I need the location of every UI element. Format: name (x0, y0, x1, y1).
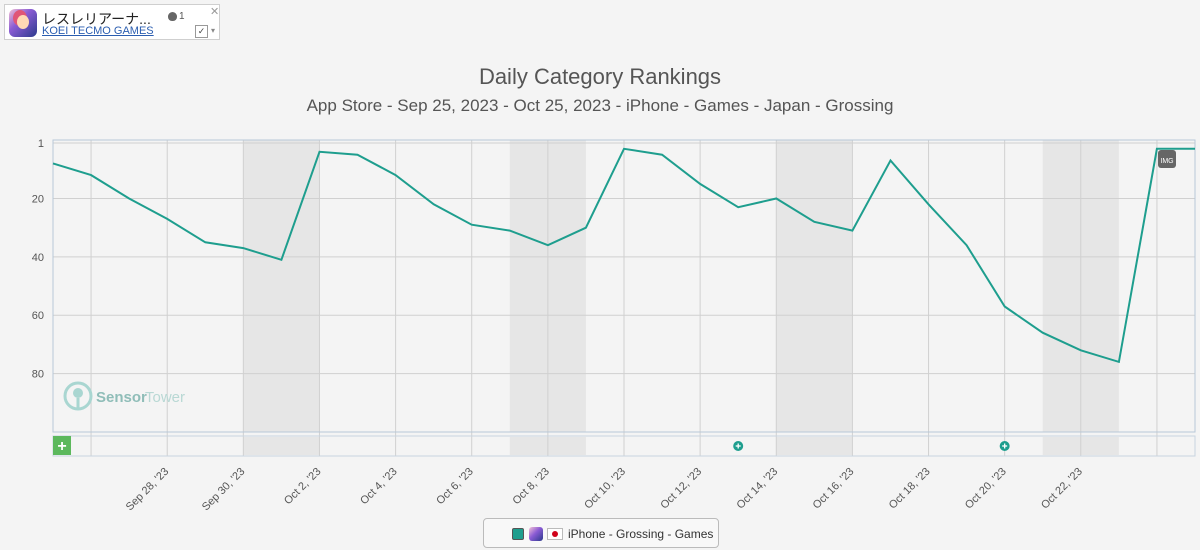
data-point[interactable] (888, 159, 892, 163)
app-icon (9, 9, 37, 37)
data-point[interactable] (812, 220, 816, 224)
data-point[interactable] (432, 202, 436, 206)
add-event-button[interactable]: + (53, 436, 71, 455)
data-point[interactable] (584, 226, 588, 230)
data-point[interactable] (508, 229, 512, 233)
x-tick-label: Oct 6, '23 (434, 466, 476, 508)
legend-label: iPhone - Grossing - Games (568, 527, 714, 541)
data-point[interactable] (622, 147, 626, 151)
app-card[interactable]: レスレリアーナ... KOEI TECMO GAMES 1 ✕ ✓ ▾ (4, 4, 220, 40)
x-tick-label: Sep 30, '23 (200, 466, 248, 514)
legend-app-icon (529, 527, 543, 541)
data-point[interactable] (279, 258, 283, 262)
data-point[interactable] (1117, 360, 1121, 364)
close-icon[interactable]: ✕ (210, 6, 220, 18)
x-tick-label: Oct 18, '23 (887, 466, 933, 512)
weekend-band (776, 140, 853, 432)
y-tick-label: 20 (32, 193, 44, 205)
sensortower-watermark: Sensor Tower (63, 381, 185, 411)
x-tick-label: Sep 28, '23 (124, 466, 172, 514)
chevron-down-icon[interactable]: ▾ (211, 26, 216, 35)
data-point[interactable] (203, 240, 207, 244)
data-point[interactable] (1079, 348, 1083, 352)
event-marker-icon[interactable] (999, 441, 1010, 451)
img-marker-label: IMG (1160, 158, 1173, 165)
y-tick-label: 60 (32, 310, 44, 322)
data-point[interactable] (736, 205, 740, 209)
data-point[interactable] (89, 173, 93, 177)
data-point[interactable] (927, 202, 931, 206)
x-tick-label: Oct 2, '23 (282, 466, 324, 508)
store-count: 1 (179, 11, 185, 22)
app-name[interactable]: レスレリアーナ... (42, 11, 151, 27)
data-point[interactable] (660, 153, 664, 157)
data-point[interactable] (1003, 304, 1007, 308)
chart-title: Daily Category Rankings (478, 64, 722, 89)
x-tick-label: Oct 16, '23 (811, 466, 857, 512)
data-point[interactable] (127, 196, 131, 200)
weekend-band (243, 437, 320, 455)
data-point[interactable] (850, 229, 854, 233)
x-tick-label: Oct 4, '23 (358, 466, 400, 508)
data-point[interactable] (1041, 331, 1045, 335)
apple-icon (168, 12, 177, 21)
series-line[interactable] (52, 147, 1195, 364)
watermark-brand2: Tower (145, 389, 185, 406)
x-tick-label: Oct 12, '23 (658, 466, 704, 512)
app-publisher-link[interactable]: KOEI TECMO GAMES (42, 25, 154, 37)
x-tick-label: Oct 20, '23 (963, 466, 1009, 512)
img-marker-icon[interactable]: IMG (1158, 150, 1176, 168)
x-tick-label: Oct 8, '23 (510, 466, 552, 508)
data-point[interactable] (394, 173, 398, 177)
checkbox[interactable]: ✓ (195, 25, 208, 38)
x-tick-label: Oct 10, '23 (582, 466, 628, 512)
x-tick-label: Oct 22, '23 (1039, 466, 1085, 512)
data-point[interactable] (774, 196, 778, 200)
data-point[interactable] (546, 243, 550, 247)
legend-item[interactable]: iPhone - Grossing - Games (483, 518, 719, 548)
weekend-band (776, 437, 853, 455)
watermark-brand1: Sensor (96, 389, 147, 406)
legend-swatch (512, 528, 524, 540)
data-point[interactable] (1193, 147, 1197, 151)
data-point[interactable] (241, 246, 245, 250)
data-point[interactable] (51, 161, 55, 165)
event-marker-icon[interactable] (733, 441, 744, 451)
y-tick-label: 1 (38, 138, 44, 150)
data-point[interactable] (356, 153, 360, 157)
x-tick-label: Oct 14, '23 (735, 466, 781, 512)
japan-flag-icon (547, 528, 563, 540)
data-point[interactable] (1155, 147, 1159, 151)
data-point[interactable] (317, 150, 321, 154)
plot-frame (52, 139, 1196, 433)
data-point[interactable] (470, 223, 474, 227)
data-point[interactable] (698, 182, 702, 186)
data-point[interactable] (965, 243, 969, 247)
y-tick-label: 40 (32, 252, 44, 264)
add-button-label: + (57, 438, 66, 455)
chart-subtitle: App Store - Sep 25, 2023 - Oct 25, 2023 … (306, 96, 894, 115)
y-tick-label: 80 (32, 369, 44, 381)
data-point[interactable] (165, 217, 169, 221)
